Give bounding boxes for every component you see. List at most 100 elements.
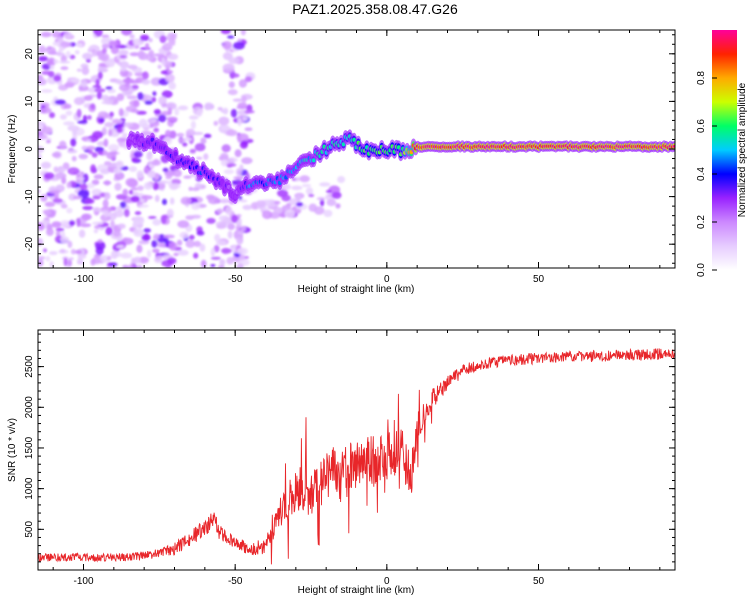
noise-blob	[81, 145, 88, 151]
noise-blob	[80, 79, 88, 88]
noise-blob	[67, 259, 72, 267]
noise-blob	[54, 52, 65, 56]
noise-blob	[92, 195, 101, 200]
noise-blob	[49, 190, 61, 194]
noise-blob	[153, 127, 159, 133]
noise-blob	[98, 117, 105, 123]
noise-blob	[163, 60, 173, 68]
noise-blob	[262, 210, 273, 220]
noise-blob	[234, 149, 242, 158]
noise-blob	[59, 114, 67, 120]
spectrogram-ridge	[126, 129, 675, 204]
noise-blob	[151, 240, 158, 248]
noise-blob	[77, 189, 90, 199]
noise-blob	[91, 179, 100, 185]
noise-blob	[63, 121, 75, 126]
noise-blob	[54, 99, 66, 105]
x-tick-label: -50	[228, 274, 243, 285]
noise-blob	[43, 209, 52, 216]
noise-blob	[141, 79, 151, 85]
noise-blob	[239, 164, 244, 172]
noise-blob	[43, 172, 55, 180]
noise-blob	[38, 153, 42, 160]
noise-blob	[93, 229, 99, 234]
noise-blob	[82, 205, 94, 211]
noise-blob	[95, 78, 100, 87]
noise-blob	[97, 190, 102, 194]
noise-blob	[133, 99, 140, 108]
noise-blob	[191, 202, 201, 210]
snr-y-axis-label: SNR (10 * v/v)	[7, 418, 18, 482]
noise-blob	[104, 161, 112, 166]
y-tick-label: -10	[24, 189, 35, 204]
spectrogram-y-axis-label: Frequency (Hz)	[7, 115, 18, 184]
noise-blob	[183, 137, 193, 142]
noise-blob	[110, 250, 118, 259]
noise-blob	[56, 167, 66, 173]
x-tick-label: 0	[384, 274, 390, 285]
noise-blob	[199, 243, 206, 252]
noise-blob	[165, 175, 172, 180]
noise-blob	[274, 200, 281, 205]
noise-blob	[38, 189, 41, 193]
noise-blob	[188, 186, 193, 191]
noise-blob	[53, 59, 59, 64]
noise-blob	[74, 249, 82, 255]
noise-blob	[97, 151, 104, 155]
noise-blob	[230, 108, 238, 118]
noise-blob	[67, 167, 80, 176]
noise-blob	[138, 204, 150, 208]
noise-blob	[113, 210, 125, 218]
x-tick-label: 50	[533, 274, 545, 285]
noise-blob	[122, 132, 128, 140]
spectrogram-noise	[38, 30, 346, 268]
noise-blob	[166, 208, 174, 218]
noise-blob	[313, 206, 325, 215]
noise-blob	[156, 255, 163, 259]
noise-blob	[67, 149, 78, 154]
noise-blob	[116, 93, 125, 101]
chart-title: PAZ1.2025.358.08.47.G26	[292, 1, 458, 17]
noise-blob	[331, 191, 342, 199]
noise-blob	[168, 241, 178, 251]
noise-blob	[128, 80, 141, 84]
noise-blob	[173, 169, 182, 178]
noise-blob	[71, 77, 80, 84]
noise-blob	[44, 201, 56, 207]
noise-blob	[153, 53, 165, 57]
noise-blob	[162, 167, 169, 173]
noise-blob	[148, 49, 155, 58]
noise-blob	[148, 216, 157, 219]
noise-blob	[114, 79, 123, 84]
noise-blob	[182, 142, 188, 147]
noise-blob	[40, 31, 52, 38]
noise-blob	[226, 163, 237, 167]
noise-blob	[227, 89, 238, 96]
noise-blob	[283, 206, 289, 211]
noise-blob	[173, 252, 179, 257]
noise-blob	[189, 148, 196, 154]
noise-blob	[130, 109, 140, 113]
noise-blob	[47, 225, 53, 230]
colorbar: 0.0 0.2 0.4 0.6 0.8 Normalized spectral ampl…	[696, 30, 748, 277]
noise-blob	[157, 64, 162, 69]
noise-blob	[138, 240, 150, 245]
noise-blob	[196, 156, 203, 160]
noise-blob	[70, 248, 76, 255]
noise-blob	[158, 180, 169, 184]
snr-panel: -100 -50 0 50 500 1000 1500 2000 2500 Height of…	[7, 329, 676, 596]
noise-blob	[40, 194, 48, 202]
noise-blob	[46, 228, 54, 236]
noise-blob	[230, 73, 240, 78]
colorbar-tick-label: 0.8	[696, 71, 707, 85]
noise-blob	[237, 229, 244, 236]
noise-blob	[220, 125, 230, 131]
noise-blob	[120, 252, 133, 259]
noise-blob	[319, 182, 331, 187]
noise-blob	[320, 198, 325, 207]
noise-blob	[228, 81, 235, 88]
y-tick-label: -20	[24, 237, 35, 252]
noise-blob	[152, 91, 157, 96]
noise-blob	[147, 117, 157, 124]
